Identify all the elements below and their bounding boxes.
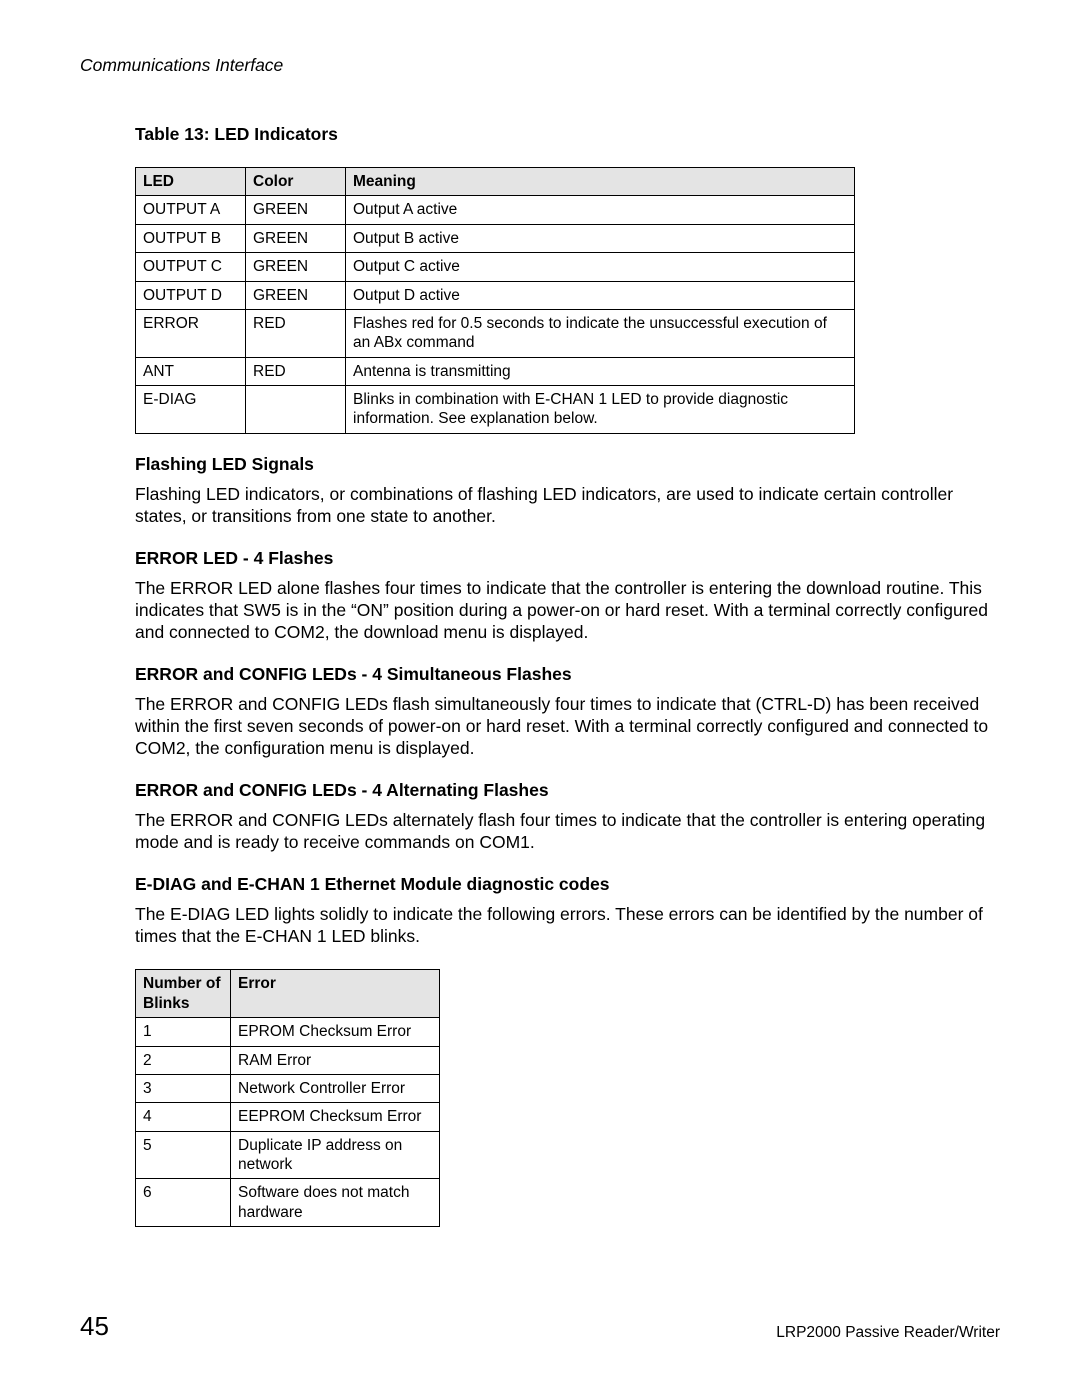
cell: EEPROM Checksum Error xyxy=(231,1103,440,1131)
table-row: 3Network Controller Error xyxy=(136,1074,440,1102)
cell: Antenna is transmitting xyxy=(346,357,855,385)
cell: Output B active xyxy=(346,224,855,252)
cell: 2 xyxy=(136,1046,231,1074)
body-paragraph: The ERROR and CONFIG LEDs flash simultan… xyxy=(135,693,1000,760)
body-paragraph: The ERROR and CONFIG LEDs alternately fl… xyxy=(135,809,1000,854)
table-row: ERRORREDFlashes red for 0.5 seconds to i… xyxy=(136,309,855,357)
page-number: 45 xyxy=(80,1311,109,1342)
col-header-error: Error xyxy=(231,970,440,1018)
table-row: E-DIAG Blinks in combination with E-CHAN … xyxy=(136,386,855,434)
table-header-row: Number of Blinks Error xyxy=(136,970,440,1018)
table-row: OUTPUT CGREENOutput C active xyxy=(136,253,855,281)
cell: Duplicate IP address on network xyxy=(231,1131,440,1179)
cell: OUTPUT D xyxy=(136,281,246,309)
cell: GREEN xyxy=(246,281,346,309)
cell: RED xyxy=(246,357,346,385)
cell: Output D active xyxy=(346,281,855,309)
section-heading: ERROR LED - 4 Flashes xyxy=(135,548,1000,569)
cell: OUTPUT A xyxy=(136,196,246,224)
cell: 1 xyxy=(136,1018,231,1046)
table-row: 1EPROM Checksum Error xyxy=(136,1018,440,1046)
table-row: 6Software does not match hardware xyxy=(136,1179,440,1227)
cell: 4 xyxy=(136,1103,231,1131)
cell: E-DIAG xyxy=(136,386,246,434)
body-paragraph: The ERROR LED alone flashes four times t… xyxy=(135,577,1000,644)
col-header-color: Color xyxy=(246,168,346,196)
section-heading: ERROR and CONFIG LEDs - 4 Simultaneous F… xyxy=(135,664,1000,685)
page-footer: 45 LRP2000 Passive Reader/Writer xyxy=(80,1311,1000,1342)
table-row: OUTPUT BGREENOutput B active xyxy=(136,224,855,252)
table-row: OUTPUT DGREENOutput D active xyxy=(136,281,855,309)
table-caption: Table 13: LED Indicators xyxy=(135,124,1000,145)
document-page: Communications Interface Table 13: LED I… xyxy=(0,0,1080,1397)
cell: EPROM Checksum Error xyxy=(231,1018,440,1046)
cell: GREEN xyxy=(246,196,346,224)
cell: Software does not match hardware xyxy=(231,1179,440,1227)
footer-title: LRP2000 Passive Reader/Writer xyxy=(776,1324,1000,1342)
col-header-led: LED xyxy=(136,168,246,196)
cell: Output A active xyxy=(346,196,855,224)
col-header-meaning: Meaning xyxy=(346,168,855,196)
cell: Output C active xyxy=(346,253,855,281)
running-header: Communications Interface xyxy=(80,55,1000,76)
cell: OUTPUT B xyxy=(136,224,246,252)
body-paragraph: The E-DIAG LED lights solidly to indicat… xyxy=(135,903,1000,948)
table-row: 5Duplicate IP address on network xyxy=(136,1131,440,1179)
section-heading: E-DIAG and E-CHAN 1 Ethernet Module diag… xyxy=(135,874,1000,895)
cell: ERROR xyxy=(136,309,246,357)
section-heading: Flashing LED Signals xyxy=(135,454,1000,475)
cell xyxy=(246,386,346,434)
cell: GREEN xyxy=(246,253,346,281)
table-row: OUTPUT AGREENOutput A active xyxy=(136,196,855,224)
cell: 6 xyxy=(136,1179,231,1227)
cell: Flashes red for 0.5 seconds to indicate … xyxy=(346,309,855,357)
cell: Blinks in combination with E-CHAN 1 LED … xyxy=(346,386,855,434)
led-indicators-table: LED Color Meaning OUTPUT AGREENOutput A … xyxy=(135,167,855,434)
col-header-blinks: Number of Blinks xyxy=(136,970,231,1018)
section-heading: ERROR and CONFIG LEDs - 4 Alternating Fl… xyxy=(135,780,1000,801)
cell: ANT xyxy=(136,357,246,385)
cell: 5 xyxy=(136,1131,231,1179)
table-row: ANTREDAntenna is transmitting xyxy=(136,357,855,385)
cell: RAM Error xyxy=(231,1046,440,1074)
table-header-row: LED Color Meaning xyxy=(136,168,855,196)
cell: GREEN xyxy=(246,224,346,252)
blinks-table: Number of Blinks Error 1EPROM Checksum E… xyxy=(135,969,440,1227)
table-row: 4EEPROM Checksum Error xyxy=(136,1103,440,1131)
cell: 3 xyxy=(136,1074,231,1102)
body-paragraph: Flashing LED indicators, or combinations… xyxy=(135,483,1000,528)
cell: RED xyxy=(246,309,346,357)
cell: OUTPUT C xyxy=(136,253,246,281)
table-row: 2RAM Error xyxy=(136,1046,440,1074)
cell: Network Controller Error xyxy=(231,1074,440,1102)
